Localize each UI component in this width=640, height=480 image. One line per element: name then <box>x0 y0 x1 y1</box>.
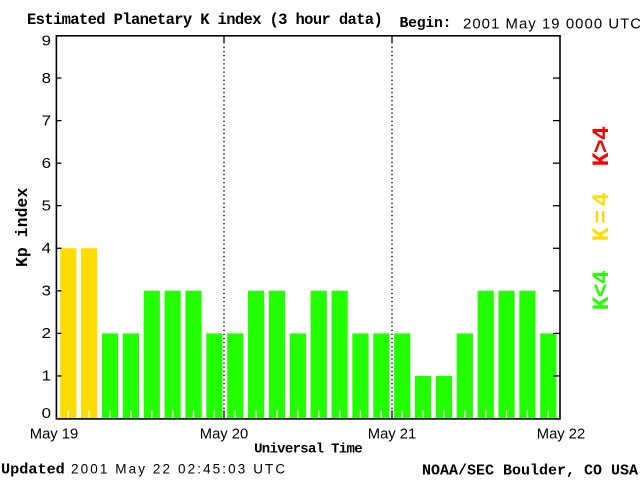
svg-text:May 22: May 22 <box>537 427 586 443</box>
svg-text:0: 0 <box>42 406 51 422</box>
svg-text:2: 2 <box>42 326 51 342</box>
svg-text:May 19: May 19 <box>30 427 79 443</box>
svg-text:May 21: May 21 <box>368 427 417 443</box>
svg-text:K>4: K>4 <box>589 126 615 166</box>
svg-text:Estimated Planetary K index (3: Estimated Planetary K index (3 hour data… <box>27 11 382 29</box>
svg-text:7: 7 <box>42 113 51 129</box>
svg-text:2001 May 19 0000 UTC: 2001 May 19 0000 UTC <box>463 17 640 33</box>
svg-text:Updated: Updated <box>1 460 65 478</box>
svg-text:Begin:: Begin: <box>400 16 452 32</box>
svg-text:2001 May 22 02:45:03 UTC: 2001 May 22 02:45:03 UTC <box>71 461 287 476</box>
svg-text:6: 6 <box>42 156 51 172</box>
svg-text:8: 8 <box>42 71 51 87</box>
svg-text:9: 9 <box>42 34 51 50</box>
svg-text:Universal Time: Universal Time <box>254 442 362 458</box>
svg-text:4: 4 <box>42 241 51 257</box>
svg-text:NOAA/SEC Boulder, CO USA: NOAA/SEC Boulder, CO USA <box>422 463 638 480</box>
svg-text:Kp index: Kp index <box>13 188 32 267</box>
svg-text:May 20: May 20 <box>200 427 249 443</box>
svg-text:5: 5 <box>42 198 51 214</box>
svg-text:3: 3 <box>42 284 51 300</box>
svg-text:K=4: K=4 <box>589 189 615 242</box>
svg-text:K<4: K<4 <box>589 270 615 310</box>
svg-text:1: 1 <box>42 369 51 385</box>
